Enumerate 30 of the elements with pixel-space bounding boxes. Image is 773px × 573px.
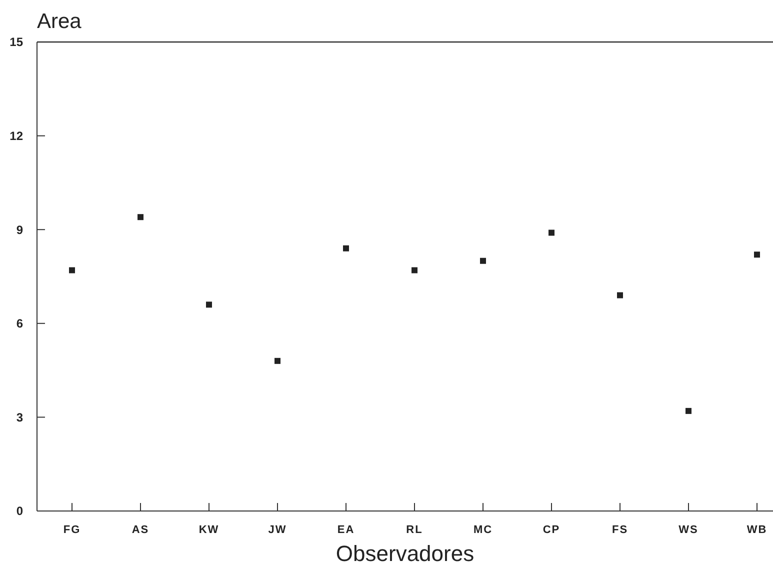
x-tick-label: MC xyxy=(473,524,493,536)
point xyxy=(274,358,280,364)
y-tick-label: 15 xyxy=(10,35,24,50)
chart-title: Area xyxy=(37,10,82,33)
point xyxy=(138,214,144,220)
x-tick-label: WB xyxy=(746,524,768,536)
x-tick-label: EA xyxy=(337,524,355,536)
point xyxy=(480,258,486,264)
x-tick-label: CP xyxy=(542,524,560,536)
point xyxy=(343,245,349,252)
point xyxy=(617,292,623,298)
y-tick-label: 0 xyxy=(16,504,24,518)
x-tick-label: FS xyxy=(612,524,628,536)
x-tick-label: FG xyxy=(63,524,81,536)
y-tick-label: 6 xyxy=(16,316,24,331)
point xyxy=(754,252,760,258)
y-tick-label: 3 xyxy=(16,410,24,424)
x-tick-label: RL xyxy=(406,524,423,536)
x-tick-label: JW xyxy=(268,524,287,536)
x-tick-label: WS xyxy=(678,524,698,536)
y-tick-label: 9 xyxy=(16,222,24,237)
point xyxy=(69,267,75,274)
point xyxy=(206,302,212,308)
x-tick-label: KW xyxy=(198,524,220,536)
x-tick-label: AS xyxy=(132,524,150,536)
y-tick-label: 12 xyxy=(10,129,24,143)
point xyxy=(548,230,554,236)
point xyxy=(412,267,418,274)
point xyxy=(686,408,692,414)
x-axis-title: Observadores xyxy=(336,541,474,566)
